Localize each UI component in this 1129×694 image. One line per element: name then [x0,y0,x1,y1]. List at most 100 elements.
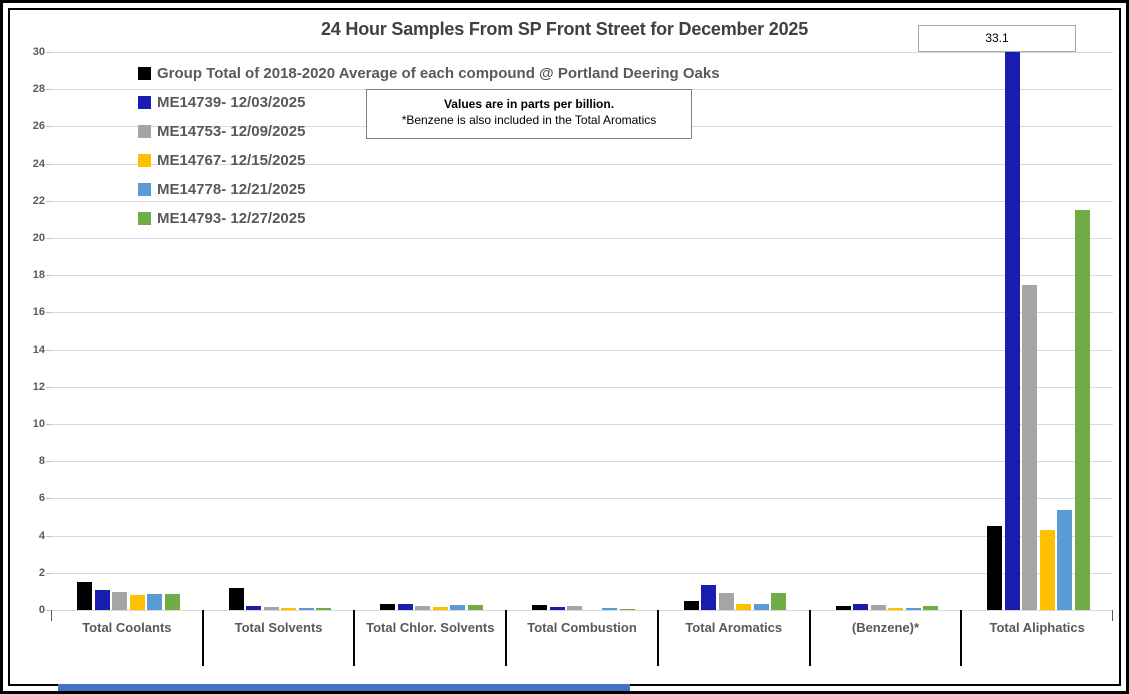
y-axis-labels: 0 2 4 6 8 10 12 14 16 18 20 22 24 26 28 30 [15,46,45,616]
category-label: (Benzene)* [851,620,920,635]
bar[interactable] [1074,210,1090,610]
legend-label: ME14767- 12/15/2025 [157,152,306,169]
bar[interactable] [567,606,583,610]
bar[interactable] [853,604,869,610]
category-divider [960,610,963,666]
bar[interactable] [718,593,734,610]
bar[interactable] [701,584,717,610]
legend-item[interactable]: ME14767- 12/15/2025 [138,152,720,169]
category-divider [808,610,811,666]
bar[interactable] [835,606,851,610]
bar[interactable] [281,608,297,610]
bar[interactable] [1057,509,1073,610]
legend-item[interactable]: ME14753- 12/09/2025 [138,123,720,140]
clipped-value-callout: 33.1 [918,25,1076,52]
category-group [961,52,1113,610]
legend-item[interactable]: Group Total of 2018-2020 Average of each… [138,65,720,82]
legend-swatch-icon [138,154,151,167]
axis-left-tick [51,610,52,621]
bar[interactable] [602,608,618,610]
units-note-box: Values are in parts per billion. *Benzen… [366,89,692,139]
bar[interactable] [380,604,396,610]
category-label: Total Chlor. Solvents [366,620,495,635]
gridline [46,200,1113,202]
legend-item[interactable]: ME14778- 12/21/2025 [138,181,720,198]
category-divider [353,610,356,666]
bar[interactable] [683,600,699,610]
legend-swatch-icon [138,96,151,109]
gridline [46,349,1113,351]
legend: Group Total of 2018-2020 Average of each… [138,65,720,239]
category-group [51,52,203,610]
bar[interactable] [987,526,1003,610]
bar[interactable] [112,592,127,610]
bar[interactable] [923,606,939,610]
bar[interactable] [298,608,314,610]
category-group [354,52,506,610]
y-tick-label: 28 [32,83,45,96]
bar[interactable] [736,604,752,610]
y-tick-label: 22 [32,194,45,207]
gridline [46,535,1113,537]
legend-label: Group Total of 2018-2020 Average of each… [157,65,720,82]
category-group [658,52,810,610]
bar[interactable] [888,608,904,610]
category-divider [201,610,204,666]
bar[interactable] [771,593,787,610]
y-tick-label: 2 [38,566,45,579]
bar[interactable] [753,603,769,610]
bar[interactable] [549,607,565,610]
gridline [46,498,1113,500]
bar[interactable] [1004,52,1020,610]
y-tick-label: 4 [38,529,45,542]
category-label: Total Aliphatics [989,620,1085,635]
bar[interactable] [263,607,279,610]
y-tick-label: 0 [38,604,45,616]
legend-swatch-icon [138,183,151,196]
bar[interactable] [316,607,332,610]
gridline [46,386,1113,388]
bar[interactable] [164,594,180,610]
y-tick-label: 30 [32,46,45,58]
bar[interactable] [450,605,466,610]
legend-swatch-icon [138,212,151,225]
bar[interactable] [415,606,431,610]
bar[interactable] [905,608,921,610]
bar[interactable] [147,594,162,610]
y-tick-label: 14 [32,343,45,356]
category-group [203,52,355,610]
y-tick-label: 24 [32,157,45,170]
bar[interactable] [1039,530,1055,610]
category-divider [505,610,508,666]
y-tick-label: 26 [32,120,45,133]
bar[interactable] [246,606,262,610]
legend-label: ME14793- 12/27/2025 [157,210,306,227]
units-note-line2: *Benzene is also included in the Total A… [401,113,657,127]
category-label: Total Solvents [234,620,323,635]
legend-label: ME14753- 12/09/2025 [157,123,306,140]
legend-item[interactable]: ME14793- 12/27/2025 [138,210,720,227]
bar[interactable] [94,589,110,610]
category-label: Total Coolants [82,620,172,635]
gridline [46,52,1113,53]
bar[interactable] [532,605,548,610]
bar[interactable] [77,582,92,610]
legend-label: ME14778- 12/21/2025 [157,181,306,198]
bar[interactable] [870,605,886,610]
y-tick-label: 20 [32,232,45,244]
bar[interactable] [397,604,413,610]
chart-title: 24 Hour Samples From SP Front Street for… [320,19,809,39]
bar[interactable] [129,595,145,610]
bar[interactable] [228,587,244,610]
gridline [46,312,1113,314]
bar[interactable] [432,607,448,610]
legend-label: ME14739- 12/03/2025 [157,94,306,111]
gridline [46,163,1113,165]
legend-item[interactable]: ME14739- 12/03/2025 [138,94,720,111]
bar[interactable] [1022,284,1038,610]
bar[interactable] [467,605,483,610]
units-note-line1: Values are in parts per billion. [443,97,615,111]
bar[interactable] [619,608,635,610]
legend-swatch-icon [138,125,151,138]
